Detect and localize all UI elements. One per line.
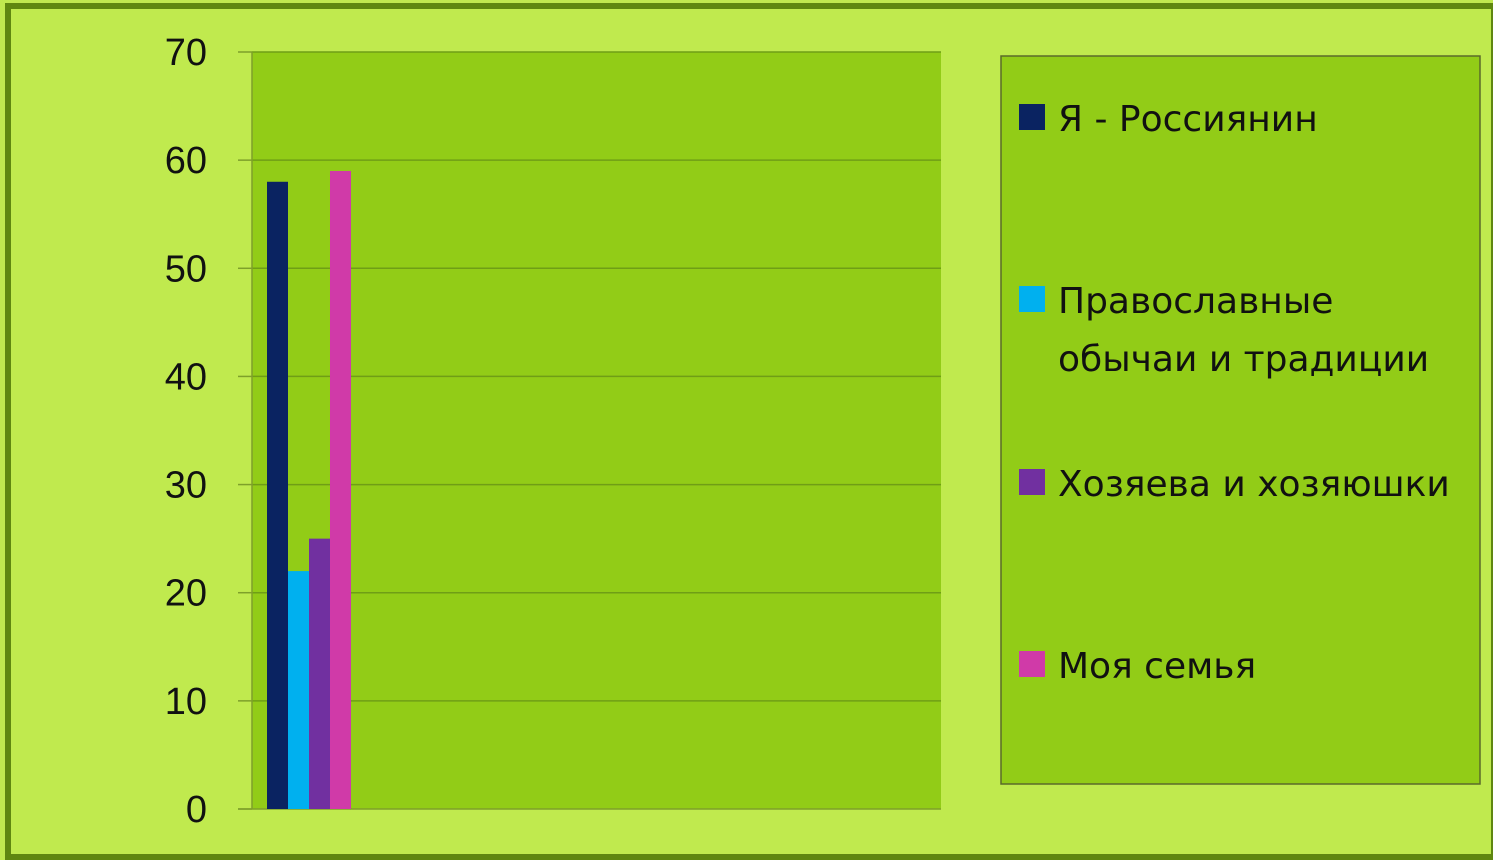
bar	[288, 571, 309, 809]
y-axis-tick-marks	[238, 51, 252, 810]
y-tick-label: 10	[165, 681, 207, 723]
legend-swatch	[1019, 104, 1045, 130]
legend-swatch	[1019, 469, 1045, 495]
gridlines	[252, 51, 941, 702]
legend-box	[1000, 55, 1481, 785]
bar	[330, 170, 351, 809]
legend-item: Православные обычаи и традиции	[1019, 281, 1429, 380]
legend-label: Хозяева и хозяюшки	[1058, 464, 1450, 505]
bar	[267, 181, 288, 809]
y-tick-label: 30	[165, 465, 207, 507]
legend-swatch	[1019, 286, 1045, 312]
y-tick-label: 70	[165, 32, 207, 74]
bars	[267, 170, 351, 809]
bar	[309, 538, 330, 809]
y-tick-label: 40	[165, 356, 207, 398]
y-tick-label: 20	[165, 573, 207, 615]
y-axis-tick-labels: 0 10 20 30 40 50 60 70	[165, 32, 207, 831]
legend-item: Хозяева и хозяюшки	[1019, 464, 1450, 505]
y-tick-label: 0	[186, 789, 207, 831]
legend: Я - Россиянин Православные обычаи и традиц…	[1019, 99, 1450, 687]
y-tick-label: 60	[165, 140, 207, 182]
plot-area	[252, 52, 941, 809]
y-tick-label: 50	[165, 248, 207, 290]
legend-label: Православные обычаи и традиции	[1058, 281, 1429, 380]
legend-label: Моя семья	[1058, 646, 1256, 687]
legend-swatch	[1019, 651, 1045, 677]
legend-item: Я - Россиянин	[1019, 99, 1318, 140]
legend-item: Моя семья	[1019, 646, 1256, 687]
legend-label: Я - Россиянин	[1058, 99, 1318, 140]
